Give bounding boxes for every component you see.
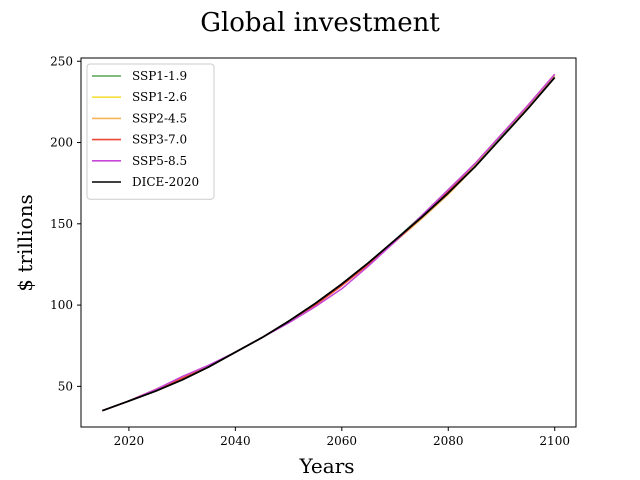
series-line-5 <box>101 76 556 412</box>
plot-frame <box>80 57 577 428</box>
legend-label: SSP3-7.0 <box>132 133 187 147</box>
series-line-4 <box>102 73 556 412</box>
y-tick-label: 150 <box>50 217 73 231</box>
y-tick-label: 50 <box>58 379 73 393</box>
y-tick-label: 100 <box>50 298 73 312</box>
legend: SSP1-1.9 SSP1-2.6 SSP2-4.5 SSP3-7.0 SSP5-8.5… <box>86 63 215 200</box>
x-tick-label: 2080 <box>433 434 464 448</box>
x-tick-label: 2100 <box>539 434 570 448</box>
legend-label: SSP1-2.6 <box>132 90 187 104</box>
x-tick-label: 2020 <box>114 434 145 448</box>
y-tick-label: 200 <box>50 136 73 150</box>
chart-title: Global investment <box>200 8 440 38</box>
axes: 2020 2040 2060 2080 2100 50 100 150 200 250 <box>50 54 577 448</box>
x-tick-label: 2040 <box>220 434 251 448</box>
legend-label: SSP5-8.5 <box>132 154 187 168</box>
y-tick-label: 250 <box>50 54 73 68</box>
legend-label: DICE-2020 <box>132 175 199 189</box>
x-axis-label: Years <box>298 454 354 478</box>
x-tick-label: 2060 <box>327 434 358 448</box>
legend-label: SSP1-1.9 <box>132 69 187 83</box>
plot-area <box>101 73 556 412</box>
y-axis-label: $ trillions <box>13 194 37 291</box>
legend-label: SSP2-4.5 <box>132 111 187 125</box>
